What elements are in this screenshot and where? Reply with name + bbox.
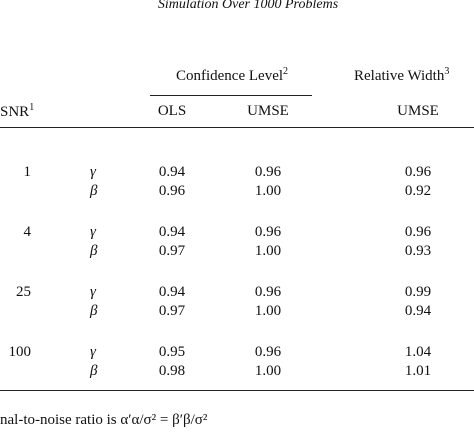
parameter-symbol: β — [90, 363, 98, 379]
table-cell: 0.96 — [404, 164, 432, 180]
footnote-mark: 3 — [444, 66, 450, 77]
footnote: nal-to-noise ratio is α′α/σ² = β′β/σ² — [0, 412, 208, 428]
group-rule — [150, 95, 312, 96]
table-cell: 0.94 — [404, 303, 432, 319]
snr-cell: 1 — [23, 164, 32, 180]
table-cell: 1.04 — [404, 344, 432, 360]
header-cell: SNR1 — [0, 99, 34, 121]
table-cell: 0.96 — [404, 224, 432, 240]
bottom-rule — [0, 390, 474, 391]
table-cell: 1.00 — [254, 243, 282, 259]
header-group: Confidence Level2 — [176, 63, 288, 85]
table-cell: 1.01 — [404, 363, 432, 379]
table-title: Simulation Over 1000 Problems — [157, 0, 339, 12]
parameter-symbol: β — [90, 183, 98, 199]
header-text: Relative Width — [354, 68, 445, 84]
snr-cell: 4 — [23, 224, 32, 240]
table-cell: 0.96 — [158, 183, 186, 199]
table-cell: 0.94 — [158, 164, 186, 180]
snr-cell: 100 — [8, 344, 32, 360]
parameter-symbol: γ — [90, 224, 96, 240]
header-group: Relative Width3 — [354, 63, 449, 85]
table-cell: 1.00 — [254, 363, 282, 379]
table-cell: 0.95 — [158, 344, 186, 360]
footnote-mark: 1 — [29, 102, 35, 113]
header-cell: OLS — [157, 103, 187, 119]
table-cell: 0.97 — [158, 243, 186, 259]
table-cell: 0.96 — [254, 284, 282, 300]
header-rule — [0, 127, 474, 128]
table-cell: 0.98 — [158, 363, 186, 379]
table-cell: 1.00 — [254, 303, 282, 319]
parameter-symbol: γ — [90, 344, 96, 360]
table-cell: 1.00 — [254, 183, 282, 199]
table-cell: 0.96 — [254, 224, 282, 240]
header-text: Confidence Level — [175, 68, 284, 84]
table-cell: 0.92 — [404, 183, 432, 199]
table-cell: 0.94 — [158, 224, 186, 240]
table-cell: 0.99 — [404, 284, 432, 300]
table-cell: 0.96 — [254, 164, 282, 180]
snr-cell: 25 — [16, 284, 31, 300]
parameter-symbol: β — [90, 303, 98, 319]
header-text: SNR — [0, 104, 30, 120]
header-cell: UMSE — [247, 103, 289, 119]
table-cell: 0.96 — [254, 344, 282, 360]
parameter-symbol: γ — [90, 284, 96, 300]
table-cell: 0.93 — [404, 243, 432, 259]
table-cell: 0.97 — [158, 303, 186, 319]
parameter-symbol: β — [90, 243, 98, 259]
parameter-symbol: γ — [90, 164, 96, 180]
header-cell: UMSE — [397, 103, 439, 119]
table-cell: 0.94 — [158, 284, 186, 300]
footnote-mark: 2 — [283, 66, 289, 77]
